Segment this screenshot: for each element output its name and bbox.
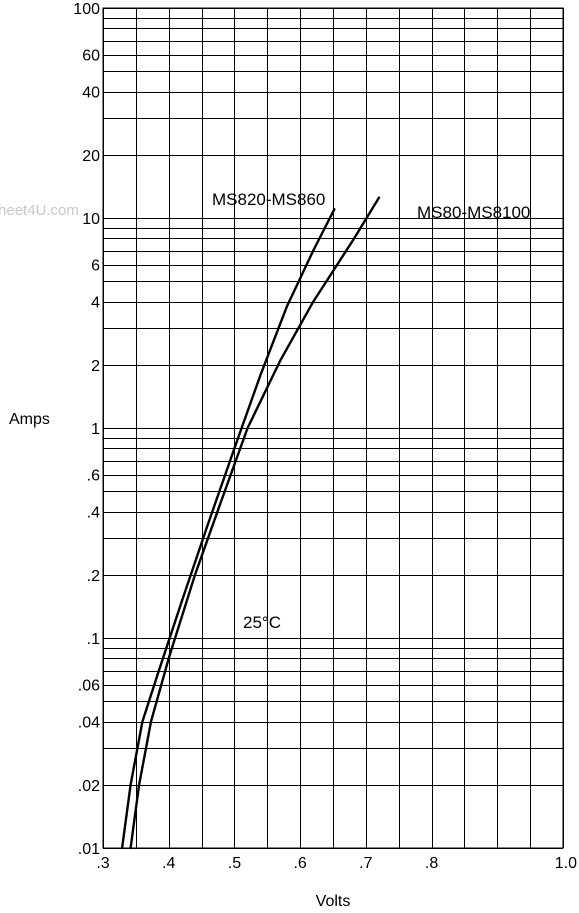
watermark-text: Sheet4U.com [0, 202, 79, 219]
x-tick-label: .5 [228, 855, 241, 872]
x-tick-label: .8 [425, 855, 438, 872]
y-tick-label: .06 [78, 678, 100, 695]
y-tick-label: .01 [78, 841, 100, 858]
x-tick-label: 1.0 [555, 855, 577, 872]
chart-grid [103, 8, 564, 849]
series-line-0 [120, 208, 336, 850]
x-tick-label: .4 [162, 855, 175, 872]
y-tick-label: 4 [91, 295, 100, 312]
plot-frame [102, 7, 564, 849]
series-labels: MS820-MS860 MS80-MS8100 [212, 190, 530, 222]
series-line-1 [129, 196, 381, 850]
temperature-annotation: 25°C [243, 613, 281, 632]
y-tick-label: 2 [91, 358, 100, 375]
watermark: Sheet4U.com [0, 202, 79, 219]
y-tick-label: 60 [82, 48, 100, 65]
y-tick-label: .1 [87, 631, 100, 648]
series-curves [120, 196, 381, 850]
x-axis-label: Volts [316, 893, 351, 910]
y-tick-label: 10 [82, 211, 100, 228]
y-tick-label: .4 [87, 505, 100, 522]
series-label-ms820-ms860: MS820-MS860 [212, 190, 325, 209]
y-tick-label: .6 [87, 468, 100, 485]
series-label-ms80-ms8100: MS80-MS8100 [417, 203, 530, 222]
y-tick-label: .02 [78, 778, 100, 795]
y-axis-label: Amps [9, 411, 50, 428]
x-tick-label: .7 [359, 855, 372, 872]
x-tick-label: .3 [96, 855, 109, 872]
y-tick-label: 100 [73, 1, 100, 18]
x-tick-label: .6 [293, 855, 306, 872]
x-axis-tick-labels: .3 .4 .5 .6 .7 .8 1.0 [96, 855, 577, 872]
y-axis-tick-labels: .01 .02 .04 .06 .1 .2 .4 .6 1 2 4 6 10 20 40 60 100 [73, 1, 100, 858]
y-tick-label: 40 [82, 85, 100, 102]
y-tick-label: 6 [91, 258, 100, 275]
y-tick-label: .04 [78, 715, 100, 732]
y-tick-label: 1 [91, 421, 100, 438]
y-tick-label: .2 [87, 568, 100, 585]
y-tick-label: 20 [82, 148, 100, 165]
